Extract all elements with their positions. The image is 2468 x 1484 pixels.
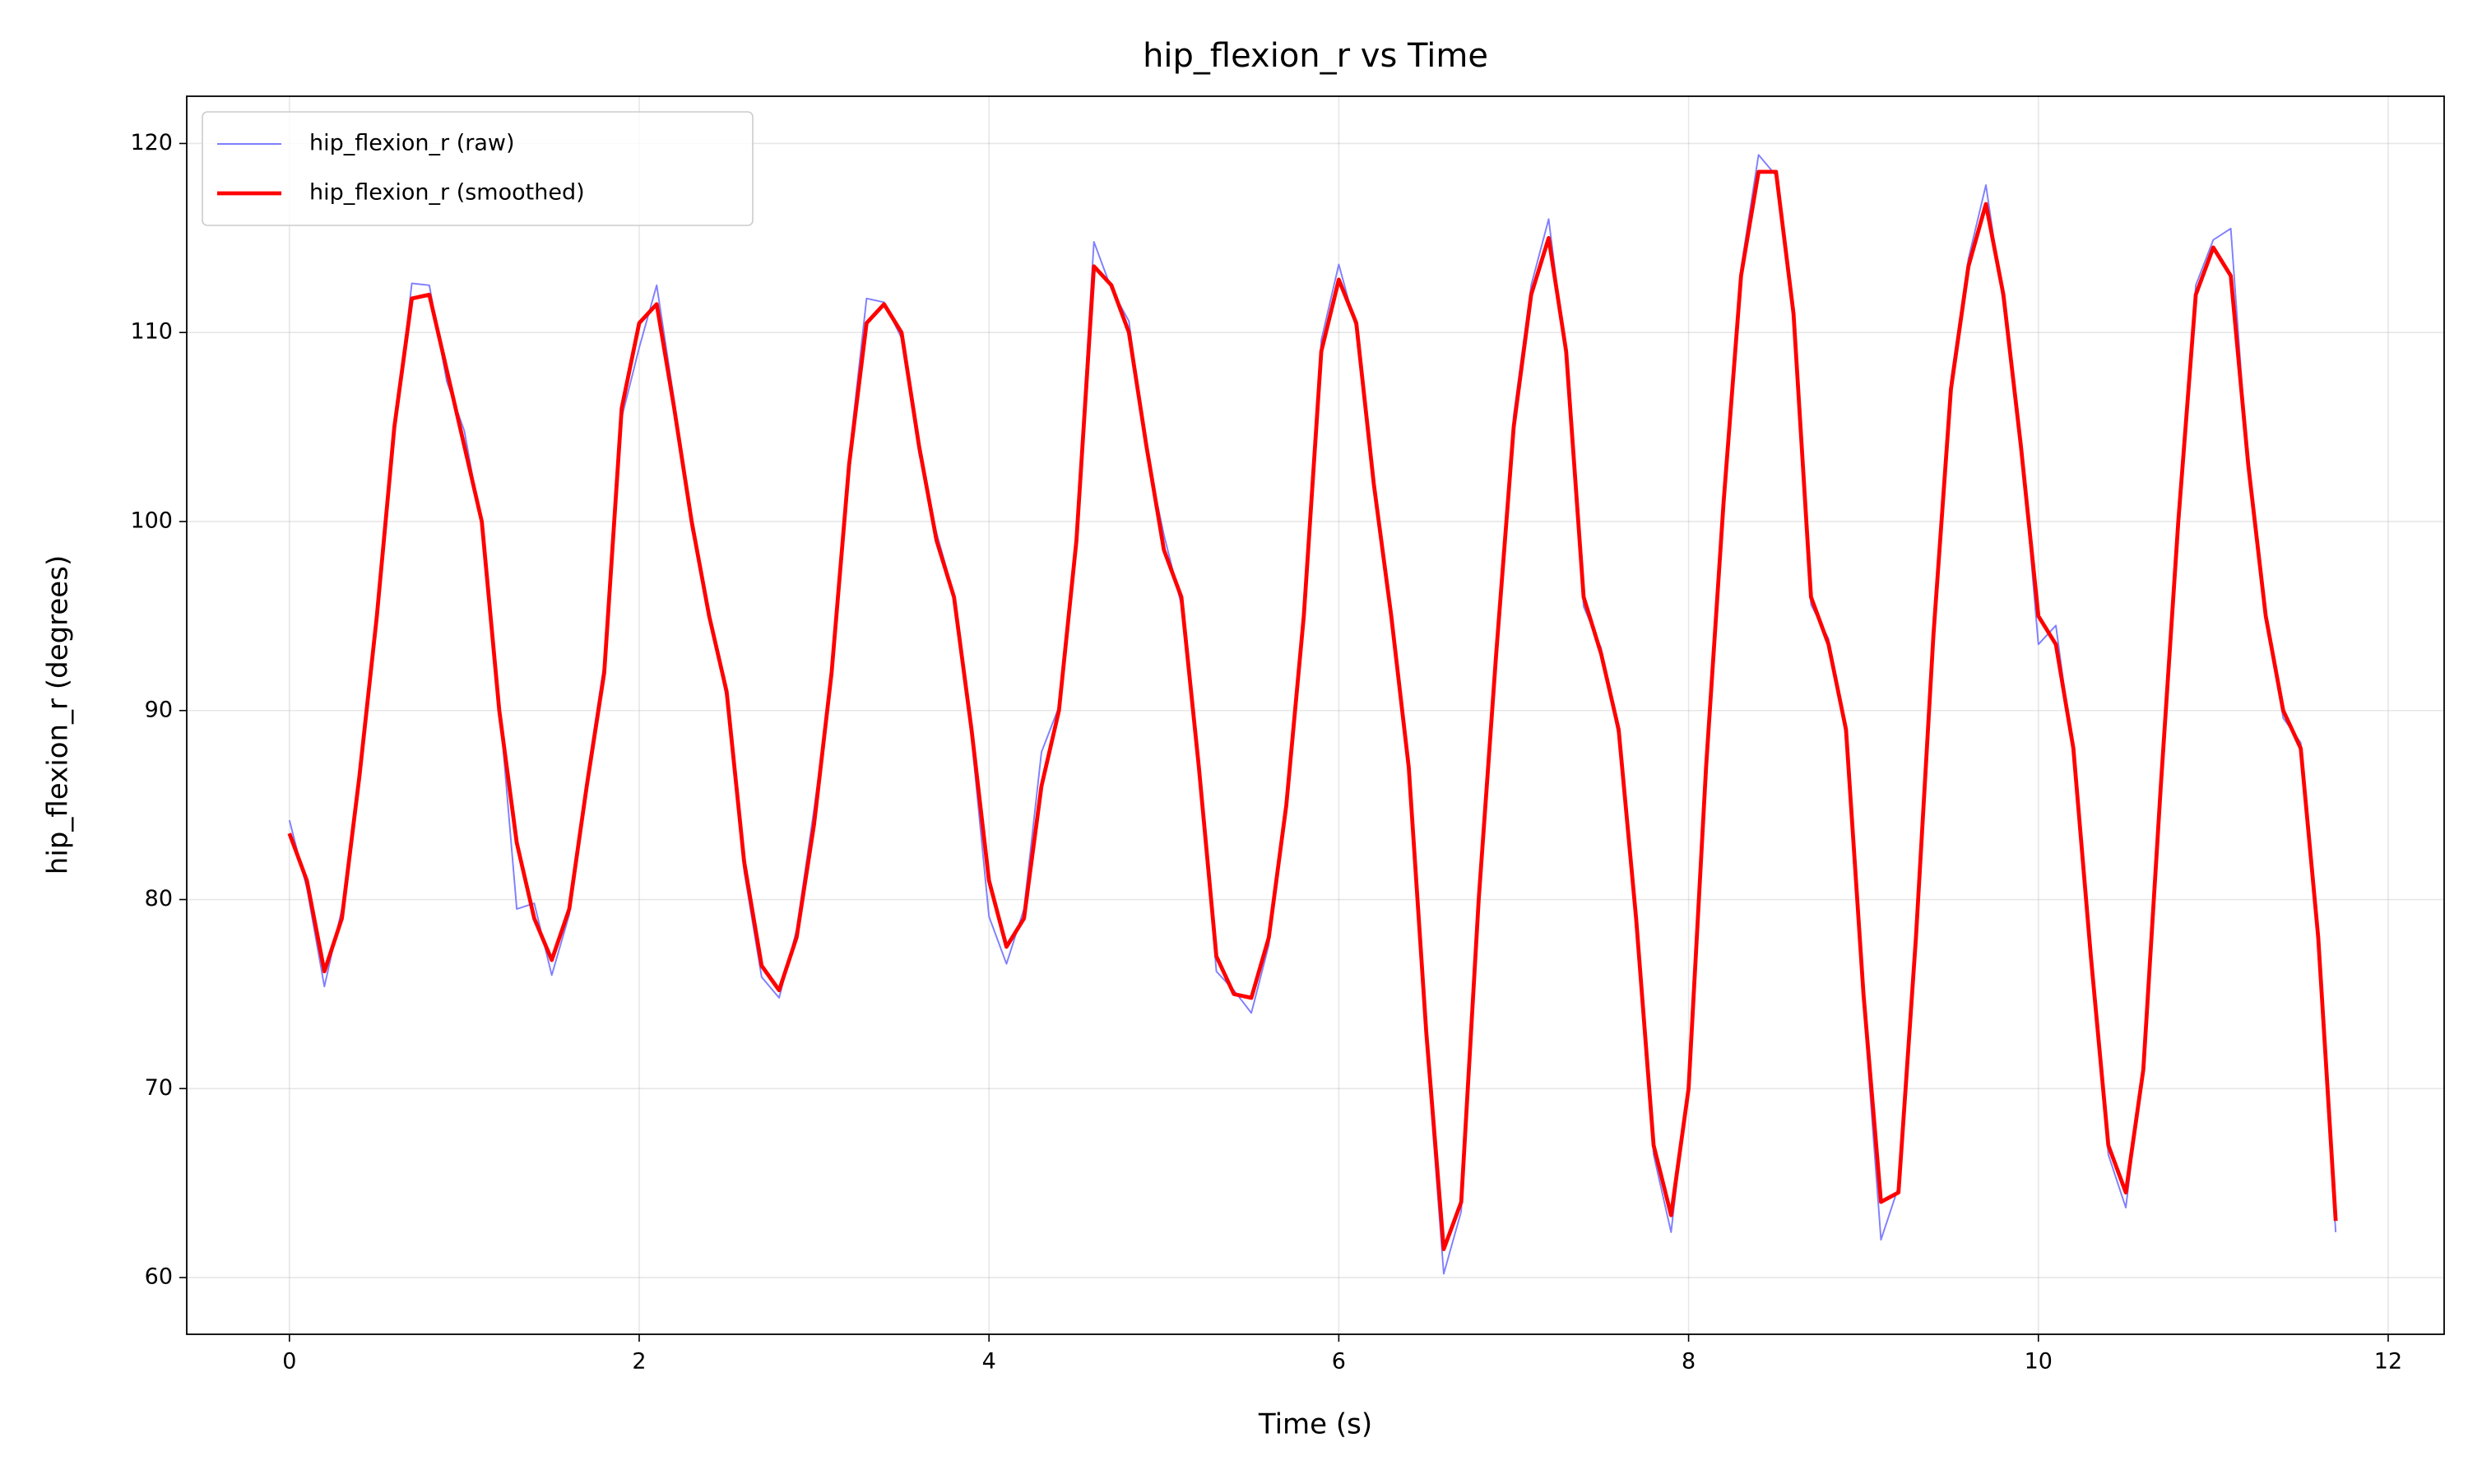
legend-label: hip_flexion_r (raw): [309, 131, 515, 156]
chart-title: hip_flexion_r vs Time: [1143, 37, 1488, 75]
x-tick-label: 10: [2025, 1349, 2053, 1375]
plot-frame: [186, 95, 2445, 1335]
y-tick-label: 100: [130, 508, 173, 533]
y-tick-label: 70: [145, 1075, 173, 1101]
y-tick-label: 80: [145, 886, 173, 911]
y-tick-label: 90: [145, 697, 173, 722]
x-axis-label: Time (s): [1258, 1408, 1372, 1441]
legend-label: hip_flexion_r (smoothed): [309, 180, 585, 206]
legend-box: [202, 111, 754, 226]
y-tick-label: 60: [145, 1264, 173, 1290]
y-tick-label: 110: [130, 319, 173, 345]
x-tick-label: 4: [982, 1349, 996, 1375]
x-tick-label: 6: [1332, 1349, 1346, 1375]
x-tick-label: 12: [2374, 1349, 2402, 1375]
x-tick-label: 2: [632, 1349, 646, 1375]
data-line: [287, 169, 2338, 1252]
y-tick-label: 120: [130, 130, 173, 155]
x-tick-label: 8: [1682, 1349, 1696, 1375]
y-axis-label: hip_flexion_r (degrees): [42, 555, 75, 874]
x-tick-label: 0: [282, 1349, 296, 1375]
